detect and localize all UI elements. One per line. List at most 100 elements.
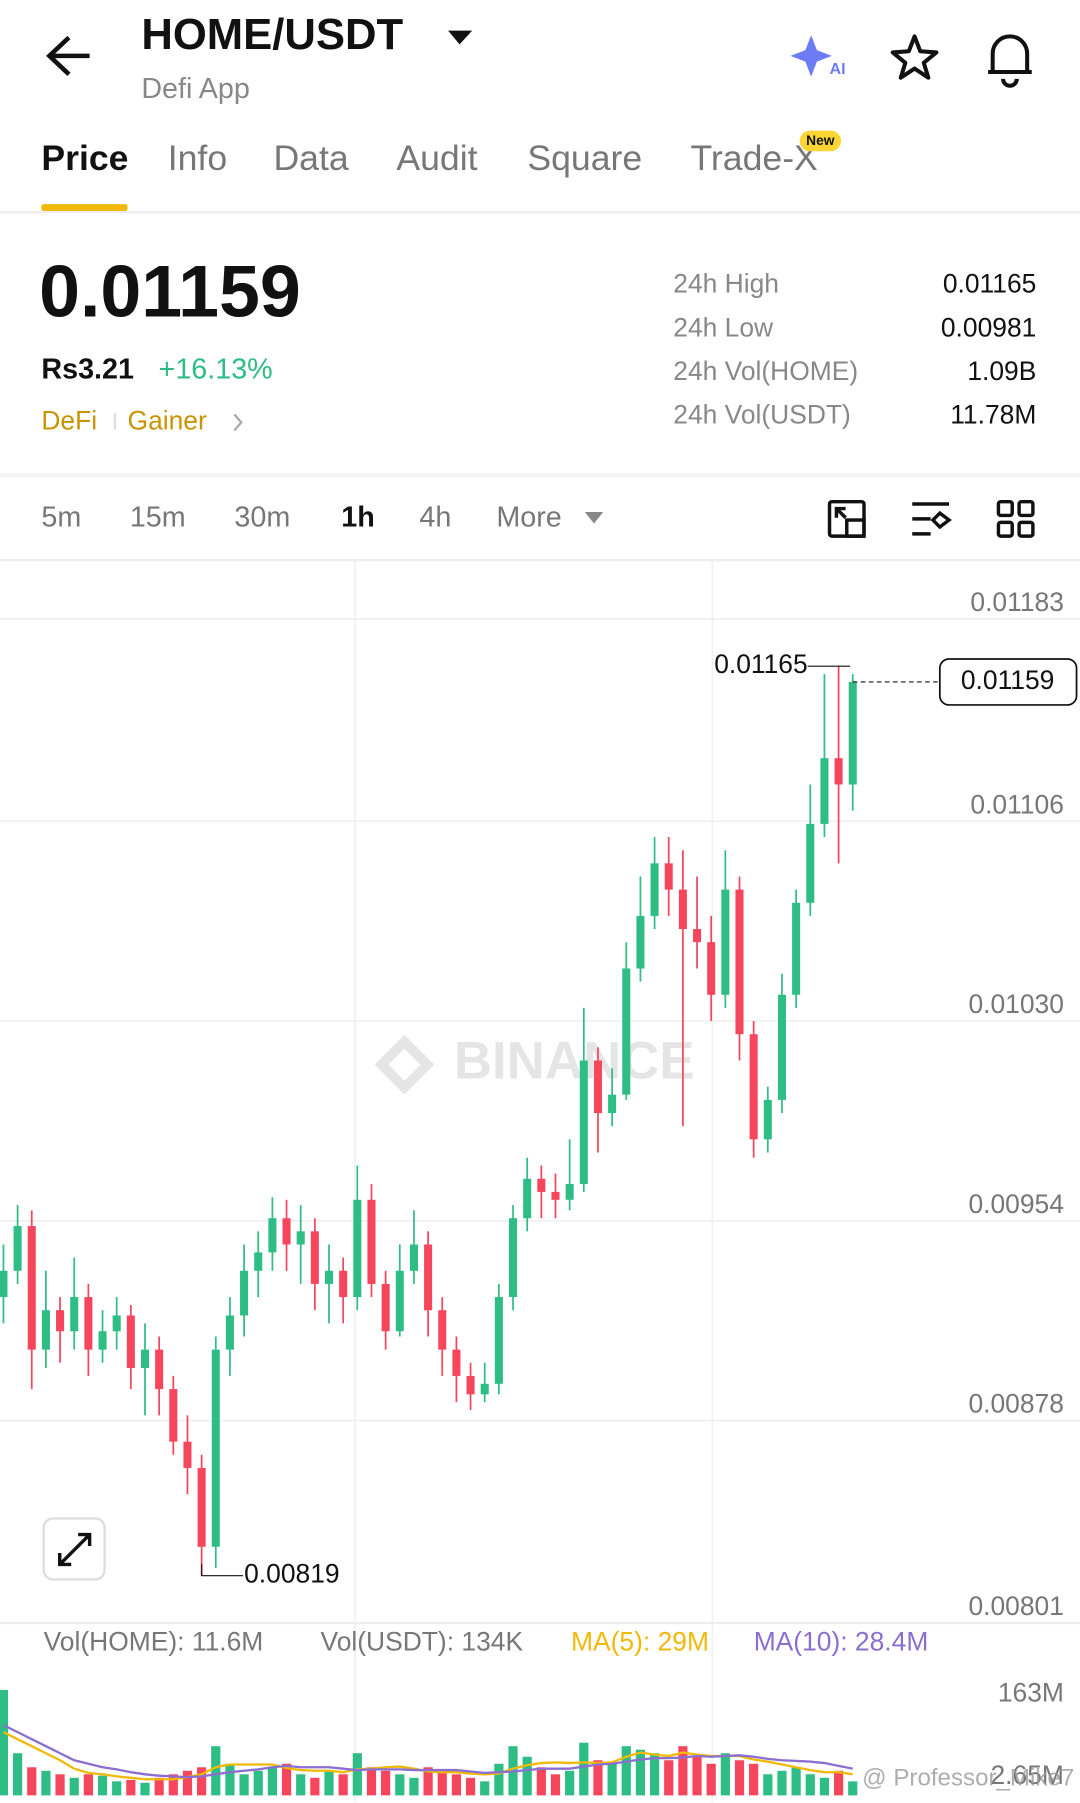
candle-body xyxy=(792,902,801,995)
volume-tick-label: 2.65M xyxy=(991,1760,1064,1790)
candle-body xyxy=(452,1349,461,1376)
candle-body xyxy=(310,1231,319,1284)
y-tick-label: 0.00954 xyxy=(968,1189,1063,1219)
stat-label: 24h High xyxy=(673,269,779,299)
tag[interactable]: Gainer xyxy=(128,405,207,435)
candle-body xyxy=(296,1231,305,1245)
volume-bar xyxy=(749,1763,759,1796)
candle-body xyxy=(707,942,716,995)
tab[interactable]: Data xyxy=(273,138,348,178)
pair-title[interactable]: HOME/USDT xyxy=(141,10,403,59)
y-tick-label: 0.01183 xyxy=(970,587,1063,617)
volume-bar xyxy=(338,1774,348,1796)
candle-body xyxy=(409,1244,418,1271)
volume-bar xyxy=(579,1742,589,1796)
volume-bar xyxy=(324,1770,334,1796)
y-tick-label: 0.01106 xyxy=(970,789,1063,819)
volume-label: Vol(USDT): 134K xyxy=(321,1627,524,1657)
interval-tab[interactable]: 5m xyxy=(41,501,81,533)
interval-tab[interactable]: More xyxy=(496,501,561,533)
volume-bar xyxy=(607,1763,617,1796)
interval-tab[interactable]: 4h xyxy=(419,501,451,533)
volume-bar xyxy=(494,1763,504,1796)
volume-bar xyxy=(734,1760,745,1796)
candle-body xyxy=(381,1283,390,1332)
tab[interactable]: Trade-X xyxy=(691,138,818,178)
new-badge xyxy=(799,130,842,152)
candle-body xyxy=(211,1349,220,1547)
favorite-button[interactable] xyxy=(890,34,939,80)
expand-button[interactable] xyxy=(42,1517,106,1581)
chart-tool-icons[interactable] xyxy=(827,499,1035,538)
stat-value: 0.00981 xyxy=(941,312,1036,342)
candle-body xyxy=(183,1441,192,1468)
volume-bar xyxy=(791,1767,801,1796)
divider xyxy=(0,472,1080,478)
candle-body xyxy=(622,968,631,1095)
ai-button[interactable]: AI xyxy=(790,35,846,78)
volume-bar xyxy=(409,1777,419,1796)
pair-dropdown[interactable] xyxy=(448,30,473,45)
volume-bar xyxy=(833,1770,844,1796)
candle-body xyxy=(636,915,645,969)
tab[interactable]: Audit xyxy=(396,138,477,178)
tab[interactable]: Square xyxy=(527,138,642,178)
ma-line xyxy=(2,1724,853,1779)
alert-button[interactable] xyxy=(988,34,1032,88)
candle-body xyxy=(806,823,815,903)
candle-body xyxy=(353,1199,362,1298)
volume-bar xyxy=(423,1767,433,1796)
back-button[interactable] xyxy=(46,35,90,76)
candle-body xyxy=(480,1383,489,1395)
stat-value: 0.01165 xyxy=(943,269,1036,299)
volume-bar xyxy=(480,1781,490,1796)
volume-bar xyxy=(97,1775,108,1796)
ma-legend: MA(10): 28.4M xyxy=(754,1627,929,1657)
volume-bar xyxy=(27,1767,37,1796)
tag[interactable]: DeFi xyxy=(41,405,97,435)
volume-bar xyxy=(281,1763,292,1796)
y-tick-label: 0.00801 xyxy=(968,1591,1063,1621)
candle-body xyxy=(565,1184,574,1200)
volume-bar xyxy=(805,1774,815,1796)
candle-body xyxy=(395,1270,404,1332)
volume-bar xyxy=(13,1753,23,1796)
volume-bar xyxy=(848,1781,858,1796)
low-marker-label: 0.00819 xyxy=(244,1559,339,1589)
ma-legend: MA(5): 29M xyxy=(571,1627,709,1657)
candle-body xyxy=(763,1099,772,1140)
svg-text:AI: AI xyxy=(830,60,846,78)
candle-body xyxy=(169,1389,178,1442)
watermark: BINANCE xyxy=(374,1032,695,1095)
volume-bar xyxy=(366,1767,377,1796)
candle-body xyxy=(509,1218,518,1298)
candle-body xyxy=(650,863,659,916)
volume-bar xyxy=(0,1689,9,1796)
last-price: 0.01159 xyxy=(39,250,301,333)
volume-bar xyxy=(55,1774,65,1796)
volume-bar xyxy=(239,1774,249,1796)
candle-body xyxy=(749,1034,758,1140)
volume-bar xyxy=(678,1746,688,1796)
stat-label: 24h Vol(HOME) xyxy=(673,356,858,386)
interval-tab[interactable]: 30m xyxy=(234,501,290,533)
volume-bar xyxy=(550,1774,561,1796)
price-change: +16.13% xyxy=(159,353,273,385)
volume-bar xyxy=(182,1770,193,1796)
volume-bar xyxy=(692,1756,702,1796)
tab[interactable]: Info xyxy=(168,138,227,178)
tab[interactable]: Price xyxy=(41,138,128,178)
volume-bar xyxy=(819,1777,830,1796)
volume-bar xyxy=(635,1749,646,1796)
volume-bar xyxy=(211,1746,221,1796)
more-dropdown[interactable] xyxy=(584,512,604,524)
interval-tab[interactable]: 15m xyxy=(130,501,186,533)
candle-body xyxy=(13,1226,22,1271)
volume-bar xyxy=(649,1753,660,1796)
interval-tab[interactable]: 1h xyxy=(341,501,375,533)
candle-body xyxy=(438,1310,447,1350)
volume-bar xyxy=(154,1777,164,1796)
volume-bar xyxy=(41,1770,51,1796)
